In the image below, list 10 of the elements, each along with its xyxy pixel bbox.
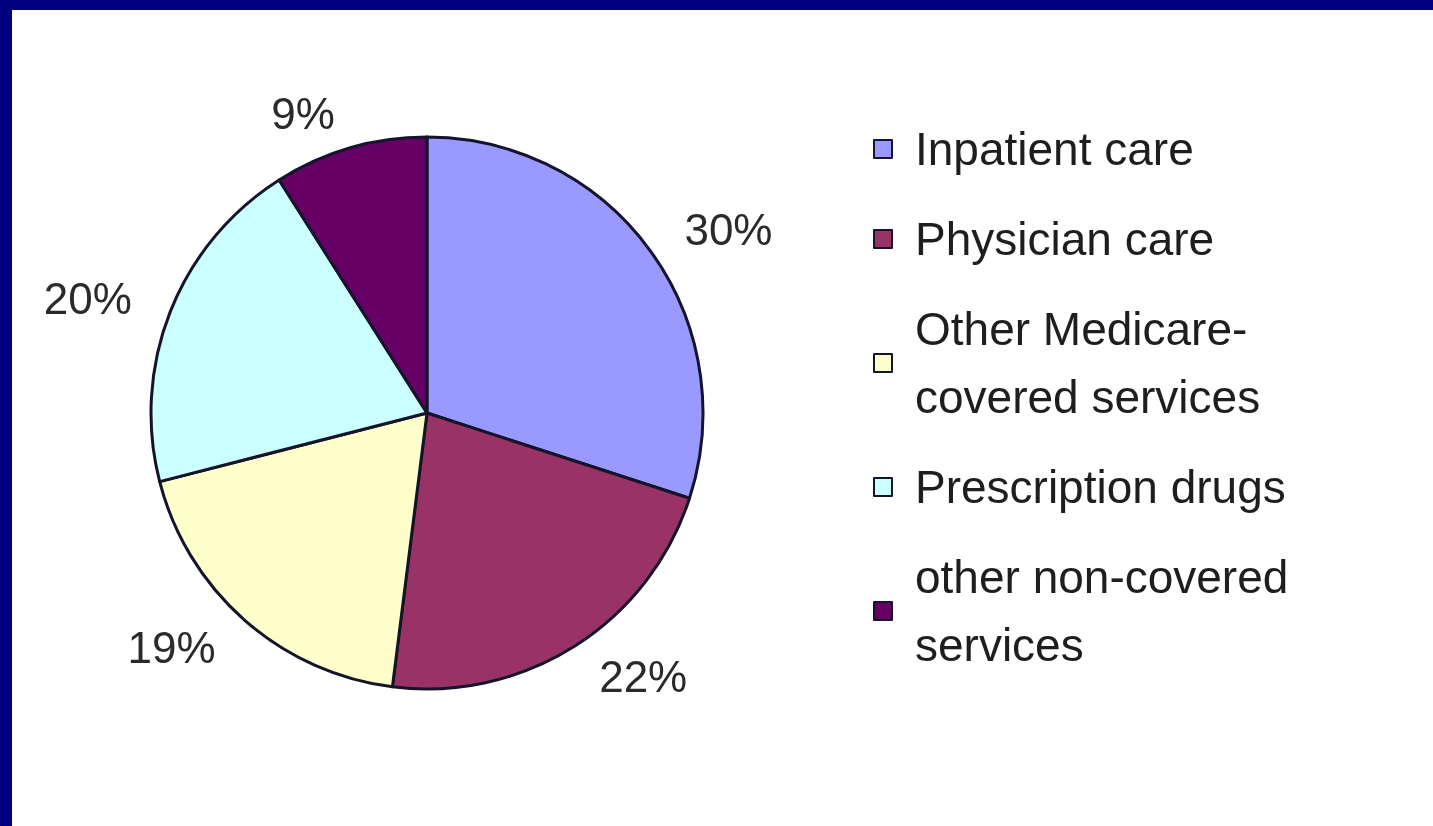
data-label: 30% <box>684 205 773 255</box>
data-label: 19% <box>127 622 216 672</box>
data-label: 22% <box>599 651 688 701</box>
legend-label: Inpatient care <box>915 123 1194 175</box>
legend-label: other non-covered services <box>915 551 1289 671</box>
legend-label: Other Medicare-covered services <box>915 303 1261 423</box>
data-label: 9% <box>271 88 335 138</box>
data-label: 20% <box>43 273 132 323</box>
legend-label: Prescription drugs <box>915 461 1286 513</box>
legend-label: Physician care <box>915 213 1215 265</box>
